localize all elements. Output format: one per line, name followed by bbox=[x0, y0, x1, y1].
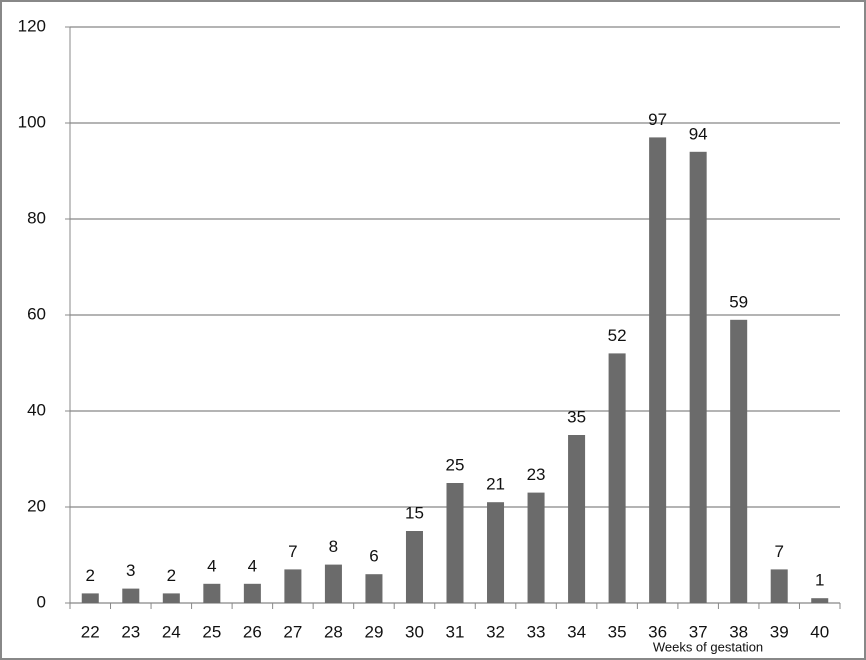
bar bbox=[365, 574, 383, 603]
bar bbox=[689, 151, 707, 604]
x-tick-label: 28 bbox=[324, 622, 343, 641]
bar bbox=[730, 319, 748, 603]
x-tick-label: 40 bbox=[810, 622, 829, 641]
x-tick-label: 38 bbox=[729, 622, 748, 641]
data-label: 6 bbox=[369, 547, 378, 566]
data-label: 94 bbox=[689, 124, 708, 143]
bar bbox=[649, 137, 667, 603]
bar bbox=[284, 569, 302, 603]
data-label: 7 bbox=[774, 542, 783, 561]
bar bbox=[243, 583, 261, 603]
x-tick-label: 25 bbox=[202, 622, 221, 641]
x-tick-label: 35 bbox=[608, 622, 627, 641]
x-tick-label: 29 bbox=[364, 622, 383, 641]
x-tick-label: 36 bbox=[648, 622, 667, 641]
x-tick-label: 23 bbox=[121, 622, 140, 641]
x-tick-label: 34 bbox=[567, 622, 586, 641]
data-label: 15 bbox=[405, 503, 424, 522]
x-tick-label: 22 bbox=[81, 622, 100, 641]
y-tick-label: 120 bbox=[18, 16, 46, 35]
data-label: 25 bbox=[446, 455, 465, 474]
y-tick-label: 20 bbox=[27, 496, 46, 515]
data-label: 59 bbox=[729, 292, 748, 311]
x-axis-label: Weeks of gestation bbox=[653, 639, 763, 654]
data-label: 97 bbox=[648, 110, 667, 129]
bar bbox=[203, 583, 221, 603]
x-tick-label: 26 bbox=[243, 622, 262, 641]
bar bbox=[122, 588, 140, 603]
bar bbox=[770, 569, 788, 603]
data-label: 2 bbox=[86, 566, 95, 585]
x-tick-label: 27 bbox=[283, 622, 302, 641]
data-label: 2 bbox=[167, 566, 176, 585]
x-tick-label: 30 bbox=[405, 622, 424, 641]
x-tick-label: 31 bbox=[446, 622, 465, 641]
bar bbox=[81, 593, 99, 603]
data-label: 35 bbox=[567, 407, 586, 426]
bar bbox=[487, 502, 505, 603]
data-label: 21 bbox=[486, 475, 505, 494]
data-label: 4 bbox=[248, 556, 257, 575]
bar bbox=[324, 564, 342, 603]
bar bbox=[527, 492, 545, 603]
y-tick-label: 80 bbox=[27, 208, 46, 227]
bar bbox=[811, 598, 829, 603]
data-label: 8 bbox=[329, 537, 338, 556]
data-label: 3 bbox=[126, 561, 135, 580]
y-tick-label: 0 bbox=[37, 592, 46, 611]
x-tick-label: 24 bbox=[162, 622, 181, 641]
x-tick-label: 33 bbox=[527, 622, 546, 641]
bar bbox=[446, 483, 464, 603]
data-label: 4 bbox=[207, 556, 216, 575]
bar bbox=[162, 593, 180, 603]
y-tick-label: 100 bbox=[18, 112, 46, 131]
data-label: 52 bbox=[608, 326, 627, 345]
data-label: 1 bbox=[815, 571, 824, 590]
bar bbox=[568, 435, 586, 603]
bar bbox=[608, 353, 626, 603]
x-tick-label: 37 bbox=[689, 622, 708, 641]
bar bbox=[405, 531, 423, 603]
data-label: 23 bbox=[527, 465, 546, 484]
y-tick-label: 40 bbox=[27, 400, 46, 419]
data-label: 7 bbox=[288, 542, 297, 561]
y-tick-label: 60 bbox=[27, 304, 46, 323]
x-tick-label: 39 bbox=[770, 622, 789, 641]
x-tick-label: 32 bbox=[486, 622, 505, 641]
